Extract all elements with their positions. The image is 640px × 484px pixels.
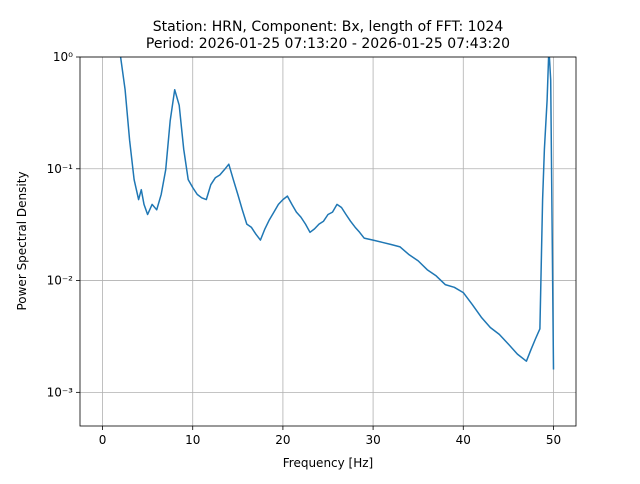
x-tick-label: 10 xyxy=(185,433,200,447)
plot-area xyxy=(119,57,555,370)
x-axis-label: Frequency [Hz] xyxy=(283,456,374,470)
x-tick-label: 40 xyxy=(456,433,471,447)
chart-title: Station: HRN, Component: Bx, length of F… xyxy=(153,19,504,35)
x-tick-label: 50 xyxy=(546,433,561,447)
spectrum-line xyxy=(119,57,555,370)
axes-frame xyxy=(79,56,577,427)
chart-subtitle: Period: 2026-01-25 07:13:20 - 2026-01-25… xyxy=(146,36,510,52)
y-axis-label: Power Spectral Density xyxy=(15,171,29,310)
x-tick-label: 20 xyxy=(275,433,290,447)
y-tick-label: 10⁻¹ xyxy=(47,162,74,176)
x-tick-label: 30 xyxy=(365,433,380,447)
y-tick-label: 10⁰ xyxy=(53,50,73,64)
x-tick-label: 0 xyxy=(99,433,107,447)
y-tick-label: 10⁻² xyxy=(47,274,74,288)
y-tick-label: 10⁻³ xyxy=(47,385,74,399)
